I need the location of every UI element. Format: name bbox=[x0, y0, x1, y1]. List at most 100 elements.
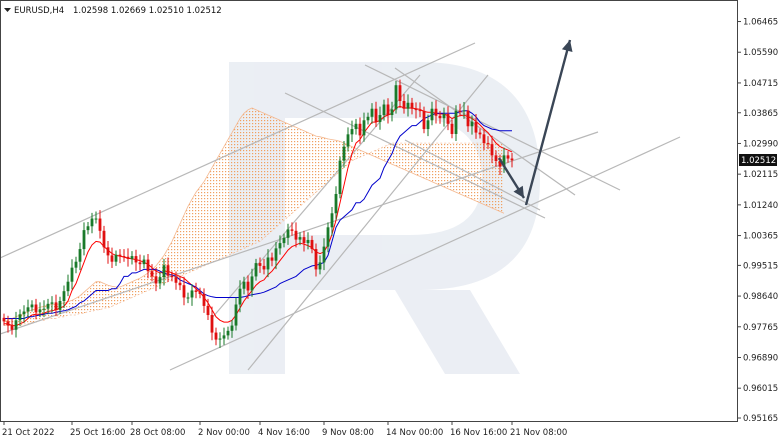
candle-body bbox=[390, 109, 394, 116]
candle bbox=[302, 230, 306, 252]
cloud-area bbox=[4, 108, 504, 326]
trendline-0 bbox=[0, 42, 476, 259]
candle-body bbox=[266, 257, 270, 270]
candle-body bbox=[218, 338, 222, 340]
candle-body bbox=[102, 230, 106, 248]
candle bbox=[330, 206, 334, 236]
y-tick-label: 1.04715 bbox=[743, 79, 778, 89]
candle bbox=[250, 268, 254, 297]
y-tick-label: 1.06465 bbox=[743, 18, 778, 28]
trendline-1 bbox=[0, 131, 599, 335]
indicator-line-1 bbox=[4, 110, 512, 319]
candle bbox=[278, 235, 282, 255]
candle bbox=[470, 115, 474, 135]
candle-body bbox=[118, 254, 122, 257]
candle-body bbox=[458, 110, 462, 112]
candle bbox=[26, 299, 30, 318]
candle bbox=[182, 276, 186, 306]
candle-body bbox=[134, 256, 138, 263]
candle-body bbox=[246, 281, 250, 291]
candle-body bbox=[10, 325, 14, 330]
candle bbox=[378, 106, 382, 130]
candle bbox=[506, 151, 510, 163]
candle-body bbox=[18, 314, 22, 321]
candle bbox=[238, 280, 242, 313]
candle bbox=[58, 296, 62, 314]
candle bbox=[94, 211, 98, 224]
x-tick-label: 4 Nov 16:00 bbox=[258, 428, 310, 438]
candle-body bbox=[506, 155, 510, 159]
candle-body bbox=[358, 123, 362, 136]
candle-body bbox=[410, 102, 414, 109]
candle-body bbox=[398, 85, 402, 101]
candle-body bbox=[350, 129, 354, 135]
candle bbox=[290, 222, 294, 236]
candle bbox=[194, 282, 198, 299]
candle bbox=[454, 105, 458, 141]
candle-body bbox=[338, 160, 342, 194]
candle-body bbox=[430, 108, 434, 121]
candle bbox=[462, 102, 466, 119]
candle bbox=[62, 285, 66, 309]
candle-body bbox=[90, 218, 94, 227]
ohlc-values: 1.02598 1.02669 1.02510 1.02512 bbox=[73, 6, 222, 16]
candle bbox=[406, 94, 410, 117]
candle-body bbox=[162, 265, 166, 278]
candle-body bbox=[470, 121, 474, 127]
symbol-timeframe: EURUSD,H4 bbox=[14, 6, 64, 16]
candle-body bbox=[286, 229, 290, 238]
candle bbox=[218, 332, 222, 349]
candle bbox=[210, 306, 214, 341]
candle bbox=[398, 79, 402, 109]
candle bbox=[166, 257, 170, 283]
candle-body bbox=[14, 320, 18, 330]
candle-body bbox=[214, 332, 218, 340]
candle-body bbox=[22, 311, 26, 315]
candle bbox=[402, 93, 406, 114]
candle-body bbox=[466, 110, 470, 127]
candle-body bbox=[194, 290, 198, 292]
candle bbox=[346, 127, 350, 152]
candle bbox=[114, 250, 118, 266]
candle-body bbox=[94, 218, 98, 220]
candle-body bbox=[294, 230, 298, 240]
candle-body bbox=[290, 229, 294, 231]
current-price-label: 1.02512 bbox=[741, 156, 776, 166]
x-tick-label: 2 Nov 00:00 bbox=[198, 428, 250, 438]
candle bbox=[230, 319, 234, 338]
dropdown-triangle-icon[interactable] bbox=[4, 8, 11, 12]
candle-body bbox=[414, 108, 418, 111]
candle-body bbox=[110, 255, 114, 262]
candle bbox=[186, 292, 190, 304]
trendline-7 bbox=[394, 67, 576, 196]
candle-body bbox=[66, 281, 70, 292]
candle-body bbox=[342, 146, 346, 161]
candle bbox=[430, 101, 434, 126]
current-price-box bbox=[739, 154, 777, 166]
candle-body bbox=[114, 254, 118, 262]
candle-body bbox=[238, 288, 242, 305]
candle bbox=[286, 223, 290, 245]
candle bbox=[434, 100, 438, 124]
candle bbox=[342, 141, 346, 168]
x-tick-label: 21 Nov 08:00 bbox=[510, 428, 567, 438]
candle-body bbox=[250, 276, 254, 291]
candle-body bbox=[254, 263, 258, 277]
candle-body bbox=[222, 335, 226, 339]
candle bbox=[474, 113, 478, 139]
candle bbox=[490, 135, 494, 164]
candle-body bbox=[138, 262, 142, 265]
candle-body bbox=[426, 120, 430, 130]
candle bbox=[318, 255, 322, 275]
candle bbox=[338, 156, 342, 199]
chart-header: EURUSD,H4 1.02598 1.02669 1.02510 1.0251… bbox=[4, 6, 222, 16]
candle bbox=[438, 110, 442, 124]
candle bbox=[198, 287, 202, 299]
cloud-span-b bbox=[4, 142, 504, 326]
candle-body bbox=[70, 267, 74, 282]
candle bbox=[442, 107, 446, 127]
candle bbox=[74, 256, 78, 274]
candle bbox=[266, 249, 270, 278]
candle bbox=[10, 318, 14, 335]
candle bbox=[158, 272, 162, 290]
